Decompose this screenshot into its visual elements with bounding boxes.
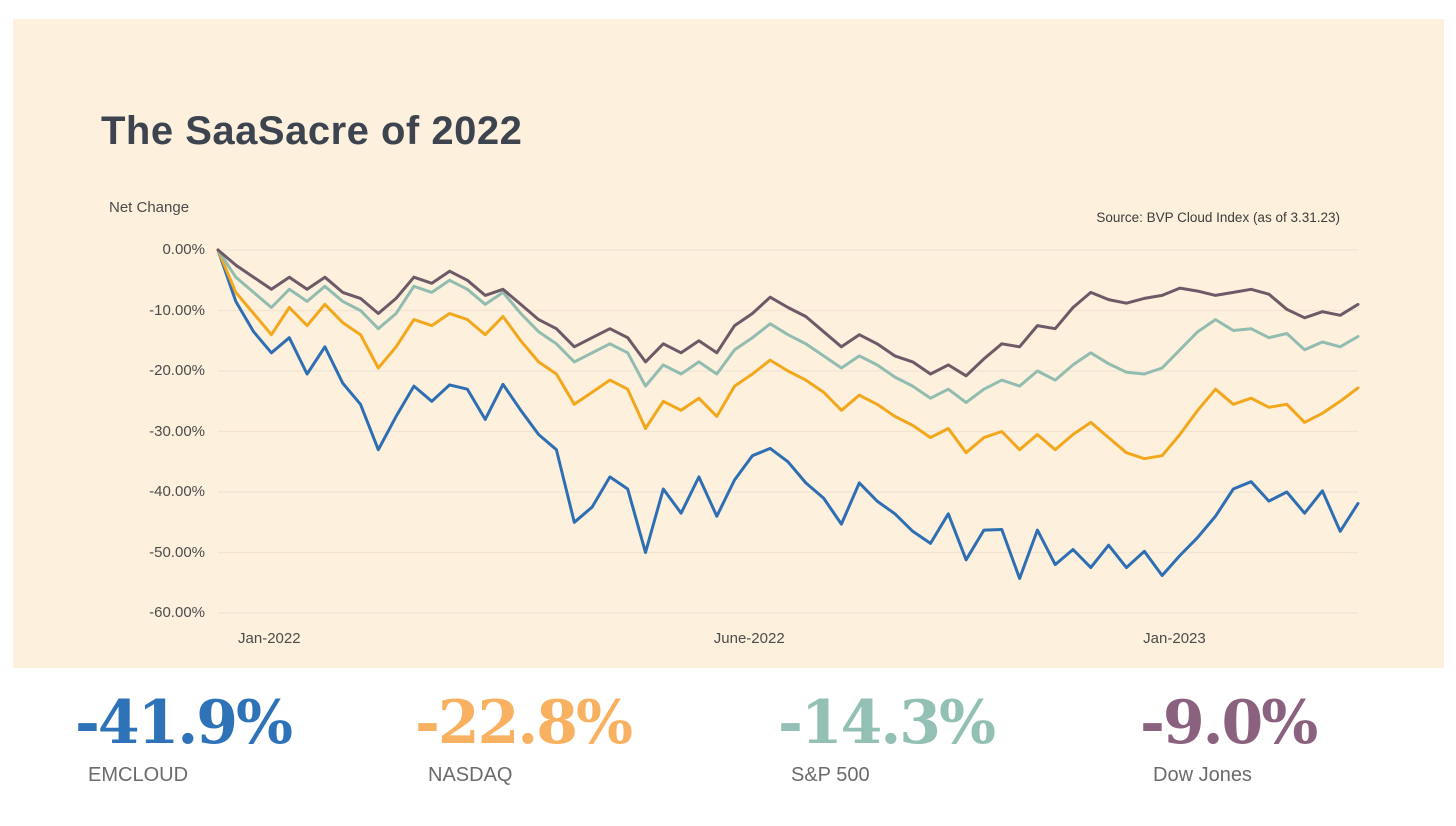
x-tick-label: Jan-2023 xyxy=(1143,630,1206,647)
y-tick-label: -20.00% xyxy=(149,362,205,379)
series-line-s-p-500 xyxy=(216,248,1360,404)
stat-label: NASDAQ xyxy=(428,764,513,786)
stat-nasdaq: -22.8% NASDAQ xyxy=(415,688,633,787)
y-tick-label: -60.00% xyxy=(149,604,205,621)
series-line-nasdaq xyxy=(216,248,1360,461)
stat-label: Dow Jones xyxy=(1153,764,1252,786)
stat-value: -41.9% xyxy=(75,688,293,758)
y-tick-label: -10.00% xyxy=(149,301,205,319)
page-title: The SaaSacre of 2022 xyxy=(101,109,523,153)
series-line-emcloud xyxy=(216,248,1360,580)
y-tick-label: 0.00% xyxy=(162,241,205,258)
y-tick-label: -40.00% xyxy=(149,483,205,500)
stat-s-p-500: -14.3% S&P 500 xyxy=(778,688,996,787)
stat-label: S&P 500 xyxy=(791,764,870,786)
stat-value: -22.8% xyxy=(415,688,633,758)
stat-emcloud: -41.9% EMCLOUD xyxy=(75,688,293,787)
stat-label: EMCLOUD xyxy=(88,764,189,786)
line-chart xyxy=(216,248,1360,614)
stat-dow-jones: -9.0% Dow Jones xyxy=(1140,688,1318,787)
stat-value: -9.0% xyxy=(1140,688,1318,758)
stat-value: -14.3% xyxy=(778,688,996,758)
series-line-dow-jones xyxy=(216,248,1360,378)
x-tick-label: Jan-2022 xyxy=(238,630,301,647)
chart-card: The SaaSacre of 2022 Net Change Source: … xyxy=(13,19,1444,668)
source-note: Source: BVP Cloud Index (as of 3.31.23) xyxy=(1096,210,1340,225)
y-tick-label: -50.00% xyxy=(149,543,205,561)
x-tick-label: June-2022 xyxy=(713,630,785,647)
y-axis-title: Net Change xyxy=(109,199,190,216)
stat-callouts: -41.9% EMCLOUD -22.8% NASDAQ -14.3% S&P 500 -9… xyxy=(0,692,1456,812)
y-tick-label: -30.00% xyxy=(149,422,205,440)
